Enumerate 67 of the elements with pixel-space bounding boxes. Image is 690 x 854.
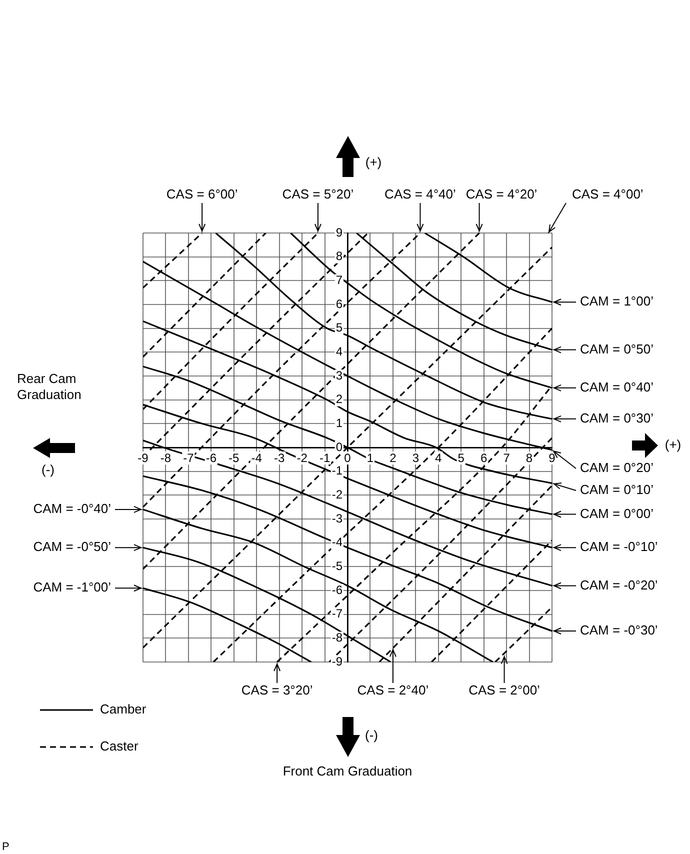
annotation: CAM = -0°40’ bbox=[33, 501, 112, 516]
x-tick-label: -4 bbox=[251, 450, 262, 465]
y-tick-label: -6 bbox=[332, 582, 343, 597]
y-tick-label: -5 bbox=[332, 558, 343, 573]
y-tick-label: 9 bbox=[336, 225, 343, 240]
x-tick-label: -8 bbox=[160, 450, 172, 465]
y-tick-label: -4 bbox=[332, 535, 343, 550]
annotation: CAS = 3°20’ bbox=[241, 682, 313, 698]
annotation: CAM = -0°50’ bbox=[33, 539, 112, 554]
x-tick-label: 6 bbox=[480, 450, 488, 465]
y-tick-label: 2 bbox=[336, 392, 343, 406]
text: (+) bbox=[664, 437, 682, 452]
y-tick-label: -8 bbox=[332, 630, 343, 644]
annotation: CAM = -0°10’ bbox=[580, 539, 658, 554]
y-tick-label: -9 bbox=[332, 654, 343, 668]
x-tick-label: 1 bbox=[366, 450, 374, 465]
x-tick-label: -5 bbox=[228, 450, 240, 465]
y-tick-label: -2 bbox=[332, 487, 343, 502]
annotation: CAM = 0°30’ bbox=[580, 410, 654, 426]
y-tick-label: 3 bbox=[336, 368, 343, 382]
legend-label: Caster bbox=[100, 738, 139, 754]
x-tick-label: -3 bbox=[274, 450, 285, 465]
annotation: CAM = 0°40’ bbox=[580, 379, 654, 394]
text: Front Cam Graduation bbox=[282, 764, 412, 779]
annotation: CAM = -0°30’ bbox=[580, 622, 658, 638]
y-tick-label: -1 bbox=[332, 464, 343, 478]
annotation: CAS = 5°20’ bbox=[282, 186, 354, 202]
y-tick-label: 6 bbox=[336, 296, 343, 311]
legend-label: Camber bbox=[100, 702, 147, 717]
annotation: CAS = 4°20’ bbox=[466, 186, 538, 202]
x-tick-label: -7 bbox=[183, 450, 194, 465]
annotation: CAS = 2°00’ bbox=[468, 682, 540, 698]
y-tick-label: -3 bbox=[332, 511, 343, 526]
annotation: CAS = 6°00’ bbox=[166, 186, 238, 202]
y-tick-label: 1 bbox=[336, 416, 343, 430]
x-tick-label: -9 bbox=[138, 450, 149, 465]
annotation: CAS = 2°40’ bbox=[357, 682, 429, 698]
text: CAS = 4°00’ bbox=[572, 186, 644, 202]
x-tick-label: 5 bbox=[458, 450, 465, 465]
x-tick-label: 7 bbox=[503, 450, 510, 465]
y-tick-label: -7 bbox=[332, 606, 343, 621]
text: (+) bbox=[365, 154, 382, 170]
annotation: CAM = 1°00’ bbox=[580, 294, 654, 309]
x-tick-label: 2 bbox=[390, 450, 397, 465]
x-tick-label: -2 bbox=[296, 450, 308, 465]
y-tick-label: 5 bbox=[336, 320, 343, 335]
annotation: CAM = -1°00’ bbox=[33, 580, 112, 595]
x-tick-label: -1 bbox=[319, 450, 330, 465]
annotation: CAM = 0°50’ bbox=[580, 341, 654, 356]
annotation: CAM = 0°00’ bbox=[580, 506, 654, 521]
x-tick-label: 9 bbox=[548, 450, 556, 465]
x-tick-label: 4 bbox=[435, 450, 442, 465]
x-tick-label: -6 bbox=[206, 450, 217, 465]
text: P bbox=[2, 841, 10, 854]
y-tick-label: 0 bbox=[336, 440, 343, 454]
annotation: CAM = 0°10’ bbox=[580, 482, 654, 498]
text: (-) bbox=[42, 462, 54, 478]
text: (-) bbox=[365, 728, 378, 743]
y-tick-label: 7 bbox=[336, 272, 343, 287]
annotation: CAM = 0°20’ bbox=[580, 460, 654, 476]
y-tick-label: 4 bbox=[336, 344, 343, 358]
annotation: CAS = 4°40’ bbox=[384, 186, 456, 202]
y-tick-label: 8 bbox=[336, 249, 343, 264]
x-tick-label: 8 bbox=[526, 450, 533, 465]
x-axis-title: Rear Cam Graduation bbox=[17, 371, 82, 402]
x-tick-label: 3 bbox=[412, 450, 420, 465]
annotation: CAM = -0°20’ bbox=[580, 577, 658, 592]
